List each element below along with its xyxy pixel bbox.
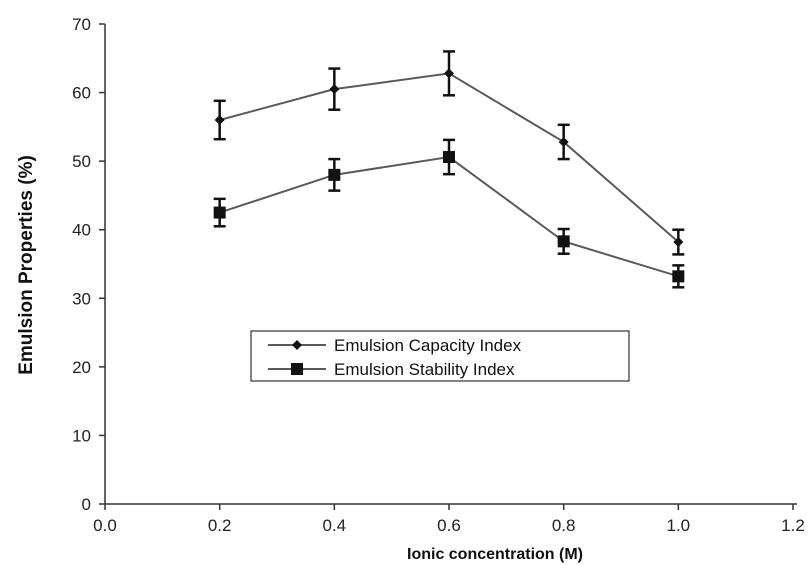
- legend-label-capacity: Emulsion Capacity Index: [334, 336, 522, 355]
- data-point: [214, 115, 225, 125]
- y-tick-label: 10: [72, 426, 91, 445]
- x-tick-label: 0.6: [437, 516, 461, 535]
- legend: Emulsion Capacity Index Emulsion Stabili…: [250, 330, 630, 382]
- series-stability: [213, 138, 685, 289]
- data-point: [557, 235, 570, 248]
- data-point: [558, 136, 569, 147]
- x-tick-label: 1.2: [781, 516, 805, 535]
- y-tick-label: 20: [72, 358, 91, 377]
- data-point: [213, 206, 226, 219]
- series-capacity: [213, 50, 685, 256]
- legend-label-stability: Emulsion Stability Index: [334, 360, 515, 379]
- data-point: [443, 151, 455, 164]
- data-point: [444, 68, 454, 79]
- ticks: 0 10 20 30 40 50 60 70 0.0 0.2 0.4 0.6 0.8 1.0 1.2: [72, 15, 805, 535]
- x-tick-label: 0.2: [208, 516, 232, 535]
- x-tick-label: 0.4: [323, 516, 347, 535]
- data-point: [328, 168, 341, 181]
- data-point: [329, 84, 340, 95]
- data-point: [673, 237, 684, 248]
- y-tick-label: 70: [72, 15, 91, 34]
- y-tick-label: 0: [82, 495, 91, 514]
- y-tick-label: 30: [72, 289, 91, 308]
- legend-marker-stability: [291, 363, 303, 375]
- x-axis-title: Ionic concentration (M): [407, 546, 583, 563]
- x-tick-label: 0.0: [93, 516, 117, 535]
- legend-marker-capacity: [292, 340, 302, 350]
- x-tick-label: 0.8: [552, 516, 576, 535]
- data-point: [672, 270, 685, 283]
- y-axis-title: Emulsion Properties (%): [16, 155, 37, 375]
- y-tick-label: 50: [72, 152, 91, 171]
- y-tick-label: 40: [72, 221, 91, 240]
- y-tick-label: 60: [72, 84, 91, 103]
- x-tick-label: 1.0: [667, 516, 691, 535]
- series-layer: [213, 50, 685, 289]
- legend-box: [250, 330, 630, 382]
